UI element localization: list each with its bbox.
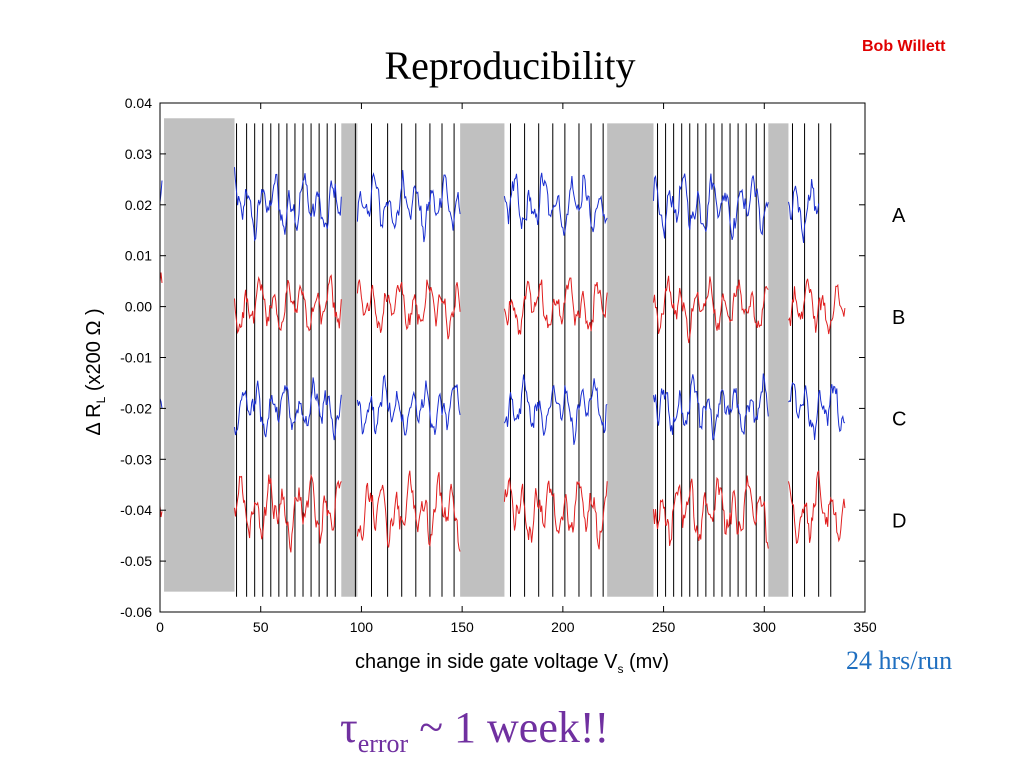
- y-tick-label: -0.03: [120, 451, 152, 467]
- gray-band-4: [607, 123, 654, 597]
- series-label-b: B: [892, 307, 905, 329]
- trace-c-segment-6: [788, 381, 846, 441]
- trace-a-segment-3: [356, 169, 461, 243]
- trace-c-segment-5: [653, 373, 769, 441]
- x-axis-label: change in side gate voltage Vs (mv): [355, 651, 669, 676]
- trace-b-segment-2: [234, 274, 342, 335]
- series-label-a: A: [892, 205, 906, 227]
- trace-b-segment-5: [653, 275, 769, 344]
- trace-b-segment-6: [788, 278, 846, 335]
- y-tick-label: -0.05: [120, 553, 152, 569]
- trace-c-segment-4: [503, 374, 608, 445]
- trace-d-segment-6: [788, 470, 846, 545]
- run-duration-note: 24 hrs/run: [846, 646, 953, 675]
- gray-band-1: [164, 118, 235, 592]
- slide-title: Reproducibility: [384, 43, 636, 88]
- series-label-c: C: [892, 409, 906, 431]
- y-tick-label: 0.03: [125, 146, 152, 162]
- trace-d-segment-4: [503, 477, 608, 550]
- tau-subscript: error: [357, 728, 409, 758]
- trace-d-segment-3: [356, 470, 461, 552]
- plot-frame: [159, 102, 866, 613]
- trace-a-segment-4: [503, 172, 608, 236]
- x-tick-label: 350: [853, 619, 877, 635]
- y-tick-label: -0.01: [120, 350, 152, 366]
- x-tick-label: 150: [450, 619, 474, 635]
- trace-a-segment-6: [788, 179, 820, 243]
- y-tick-label: -0.02: [120, 400, 152, 416]
- x-tick-label: 250: [652, 619, 676, 635]
- x-tick-label: 200: [551, 619, 575, 635]
- trace-b-segment-4: [503, 277, 608, 335]
- gray-band-3: [460, 123, 505, 597]
- trace-b-segment-3: [356, 279, 461, 340]
- series-labels: A B C D: [892, 205, 906, 532]
- y-tick-label: -0.04: [120, 502, 152, 518]
- y-tick-label: 0.04: [125, 95, 152, 111]
- x-tick-label: 300: [753, 619, 777, 635]
- trace-a-segment-2: [234, 167, 342, 242]
- y-tick-label: 0.01: [125, 248, 152, 264]
- y-tick-label: 0.00: [125, 299, 152, 315]
- trace-c-segment-3: [356, 374, 461, 436]
- y-axis-label: Δ RL (x200 Ω ): [83, 308, 108, 435]
- author-name: Bob Willett: [862, 38, 946, 55]
- axes: 0 50 100 150 200 250 300 350 0.04 0.03 0.02 0.01 0.0…: [120, 95, 877, 635]
- trace-d-segment-2: [234, 473, 342, 553]
- trace-c-segment-2: [234, 377, 342, 441]
- y-tick-label: -0.06: [120, 604, 152, 620]
- error-time-footnote: τerror ~ 1 week!!: [340, 702, 609, 759]
- reproducibility-chart: 0 50 100 150 200 250 300 350 0.04 0.03 0.02 0.01 0.0…: [83, 95, 906, 676]
- tau-symbol: τ: [340, 703, 358, 752]
- series-label-d: D: [892, 510, 906, 532]
- trace-a-segment-5: [653, 173, 769, 241]
- gray-band-2: [341, 123, 358, 597]
- gray-bands: [164, 118, 789, 597]
- y-tick-label: 0.02: [125, 197, 152, 213]
- trace-series: [159, 167, 846, 553]
- gray-band-5: [768, 123, 789, 597]
- x-tick-label: 50: [253, 619, 269, 635]
- x-tick-label: 0: [156, 619, 164, 635]
- x-tick-label: 100: [350, 619, 374, 635]
- footnote-text: ~ 1 week!!: [408, 703, 610, 752]
- trace-d-segment-5: [653, 475, 769, 549]
